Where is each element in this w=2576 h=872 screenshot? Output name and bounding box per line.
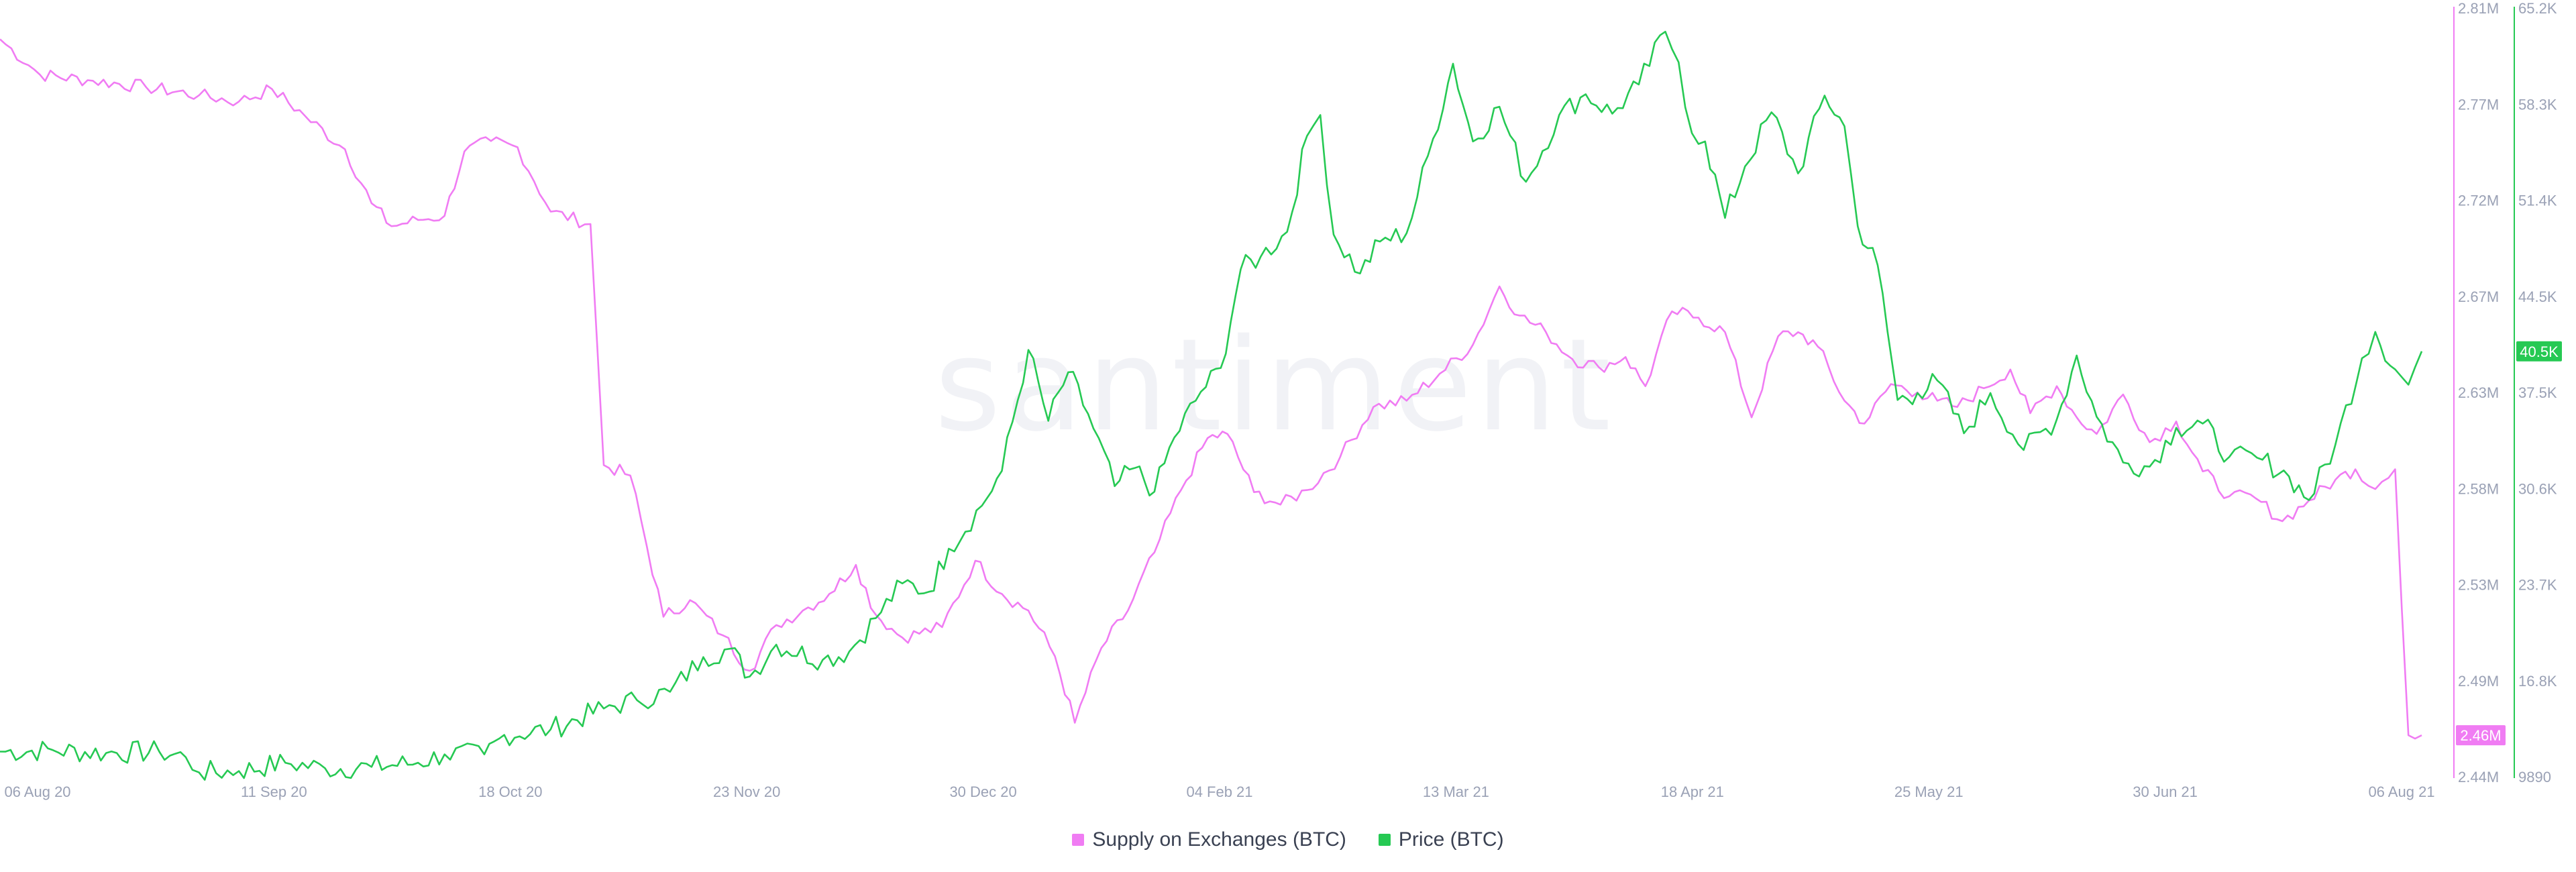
legend-item-supply[interactable]: Supply on Exchanges (BTC) — [1072, 828, 1346, 851]
legend-swatch-price — [1378, 834, 1391, 846]
price-tick-label: 51.4K — [2518, 193, 2557, 209]
x-axis-ticks: 06 Aug 20 11 Sep 20 18 Oct 20 23 Nov 20 30 D… — [4, 783, 2434, 800]
price-tick-label: 16.8K — [2518, 673, 2557, 690]
legend-label-supply: Supply on Exchanges (BTC) — [1092, 828, 1346, 851]
supply-series-line — [0, 38, 2422, 740]
price-tick-label: 9890 — [2518, 769, 2551, 785]
price-tick-label: 65.2K — [2518, 0, 2557, 17]
price-series-line — [0, 30, 2423, 781]
price-axis-ticks: 65.2K 58.3K 51.4K 44.5K 37.5K 30.6K 23.7K 16.8K… — [2518, 0, 2557, 785]
x-tick-label: 06 Aug 20 — [4, 783, 70, 800]
x-tick-label: 04 Feb 21 — [1186, 783, 1252, 800]
legend-label-price: Price (BTC) — [1398, 828, 1504, 851]
supply-tick-label: 2.67M — [2458, 288, 2499, 305]
watermark: santiment — [934, 311, 1615, 459]
price-tick-label: 37.5K — [2518, 384, 2557, 401]
supply-tick-label: 2.77M — [2458, 96, 2499, 113]
legend-item-price[interactable]: Price (BTC) — [1378, 828, 1504, 851]
supply-axis-ticks: 2.81M 2.77M 2.72M 2.67M 2.63M 2.58M 2.53M 2.49M… — [2458, 0, 2499, 785]
x-tick-label: 13 Mar 21 — [1423, 783, 1489, 800]
supply-tick-label: 2.44M — [2458, 769, 2499, 785]
price-tick-label: 30.6K — [2518, 480, 2557, 497]
x-tick-label: 11 Sep 20 — [241, 783, 307, 800]
price-current-value: 40.5K — [2520, 343, 2559, 360]
supply-current-badge: 2.46M — [2456, 725, 2506, 746]
supply-tick-label: 2.72M — [2458, 193, 2499, 209]
x-tick-label: 18 Oct 20 — [478, 783, 542, 800]
price-current-badge: 40.5K — [2516, 341, 2562, 362]
price-tick-label: 23.7K — [2518, 577, 2557, 594]
x-tick-label: 25 May 21 — [1894, 783, 1964, 800]
price-badge-background — [2516, 341, 2562, 362]
chart-legend: Supply on Exchanges (BTC) Price (BTC) — [0, 828, 2576, 851]
x-tick-label: 30 Jun 21 — [2133, 783, 2198, 800]
legend-swatch-supply — [1072, 834, 1085, 846]
price-tick-label: 58.3K — [2518, 96, 2557, 113]
x-tick-label: 06 Aug 21 — [2368, 783, 2434, 800]
supply-tick-label: 2.49M — [2458, 673, 2499, 690]
supply-current-value: 2.46M — [2460, 727, 2501, 744]
x-tick-label: 18 Apr 21 — [1661, 783, 1724, 800]
price-tick-label: 44.5K — [2518, 288, 2557, 305]
supply-tick-label: 2.63M — [2458, 384, 2499, 401]
x-tick-label: 30 Dec 20 — [949, 783, 1016, 800]
supply-badge-background — [2456, 725, 2506, 746]
x-tick-label: 23 Nov 20 — [713, 783, 780, 800]
supply-tick-label: 2.58M — [2458, 480, 2499, 497]
supply-tick-label: 2.81M — [2458, 0, 2499, 17]
supply-tick-label: 2.53M — [2458, 577, 2499, 594]
